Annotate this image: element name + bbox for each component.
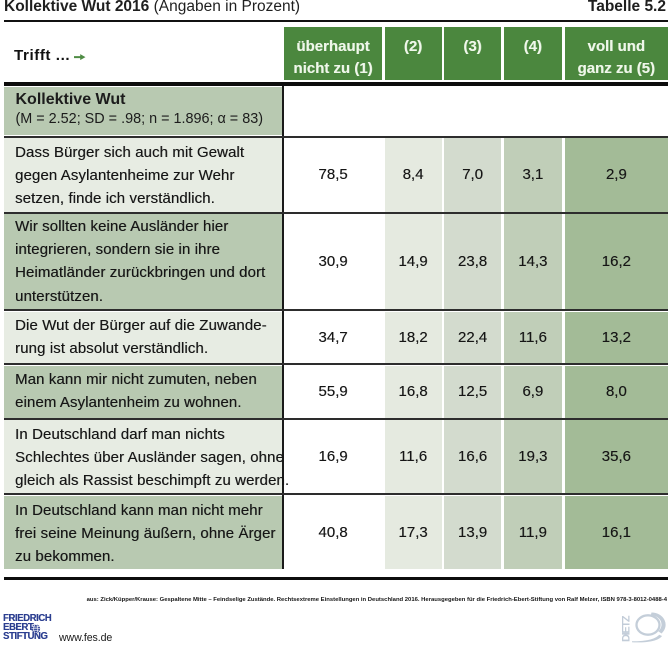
svg-text:DIETZ: DIETZ xyxy=(621,615,633,642)
